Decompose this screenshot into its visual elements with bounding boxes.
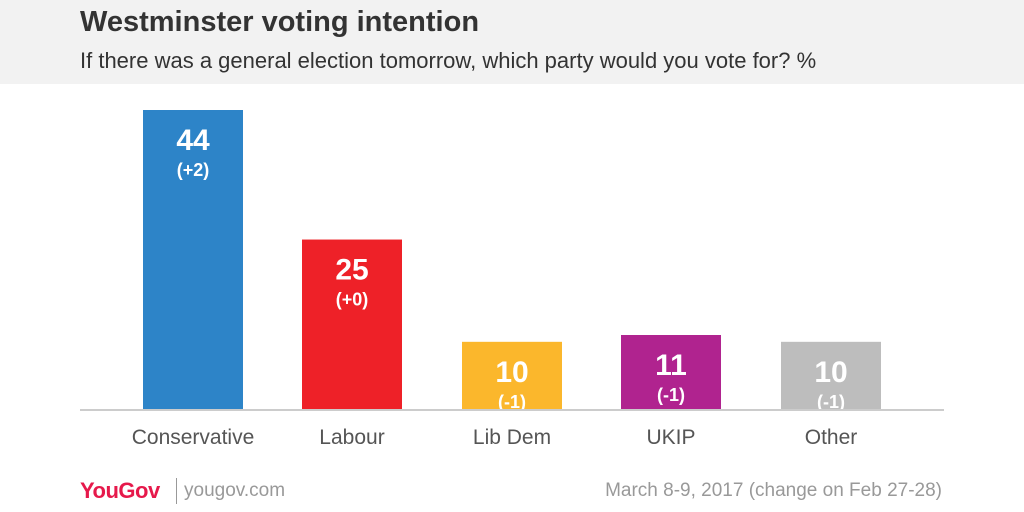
bar-value-label: 10 <box>495 356 528 389</box>
bar-value-label: 25 <box>335 254 368 287</box>
category-label: Labour <box>319 426 384 449</box>
category-label: Conservative <box>132 426 255 449</box>
bar-value-label: 10 <box>814 356 847 389</box>
bar-change-label: (-1) <box>498 392 526 412</box>
bar-value-label: 11 <box>655 349 687 382</box>
category-label: Other <box>805 426 858 449</box>
bars-layer: 44 (+2) 25 (+0) 10 (-1) 11 (-1) 10 (-1) <box>143 110 881 412</box>
bar-change-label: (+2) <box>177 160 210 180</box>
chart-title: Westminster voting intention <box>80 6 480 38</box>
category-label: UKIP <box>646 426 695 449</box>
header-band <box>0 0 1024 84</box>
category-label: Lib Dem <box>473 426 551 449</box>
footer-date-note: March 8-9, 2017 (change on Feb 27-28) <box>605 480 942 501</box>
footer-site-link[interactable]: yougov.com <box>184 480 286 501</box>
bar-other <box>781 341 881 410</box>
bar-ukip <box>621 335 721 410</box>
bar-value-label: 44 <box>176 124 210 157</box>
category-labels-layer: Conservative Labour Lib Dem UKIP Other <box>132 426 858 449</box>
bar-change-label: (-1) <box>817 392 845 412</box>
bar-conservative <box>143 110 243 410</box>
chart-subtitle: If there was a general election tomorrow… <box>80 48 817 73</box>
yougov-logo: YouGov <box>80 478 160 503</box>
bar-change-label: (-1) <box>657 385 685 405</box>
footer-divider <box>176 478 177 504</box>
bar-lib-dem <box>462 341 562 410</box>
bar-labour <box>302 239 402 410</box>
bar-change-label: (+0) <box>336 290 369 310</box>
